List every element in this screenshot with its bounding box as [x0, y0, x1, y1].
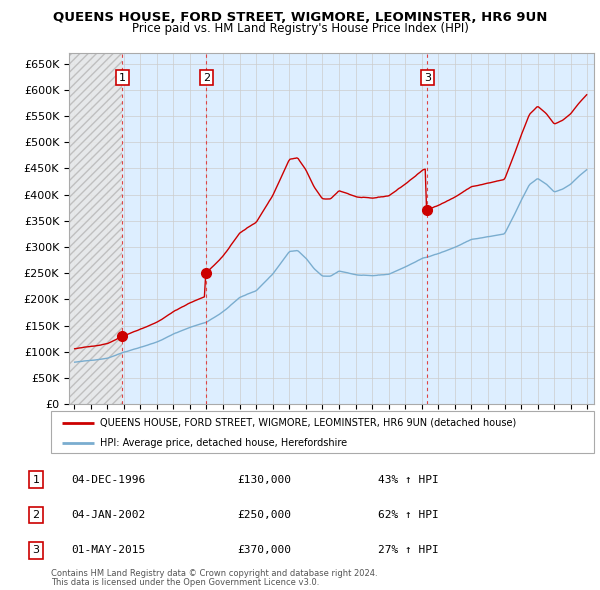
Text: £250,000: £250,000 [237, 510, 291, 520]
Text: 04-JAN-2002: 04-JAN-2002 [71, 510, 145, 520]
Text: QUEENS HOUSE, FORD STREET, WIGMORE, LEOMINSTER, HR6 9UN: QUEENS HOUSE, FORD STREET, WIGMORE, LEOM… [53, 11, 547, 24]
Text: This data is licensed under the Open Government Licence v3.0.: This data is licensed under the Open Gov… [51, 578, 319, 588]
Text: 1: 1 [32, 475, 40, 484]
Text: £130,000: £130,000 [237, 475, 291, 484]
Text: Price paid vs. HM Land Registry's House Price Index (HPI): Price paid vs. HM Land Registry's House … [131, 22, 469, 35]
FancyBboxPatch shape [51, 411, 594, 453]
Text: 04-DEC-1996: 04-DEC-1996 [71, 475, 145, 484]
Text: 2: 2 [32, 510, 40, 520]
Text: £370,000: £370,000 [237, 546, 291, 555]
Text: HPI: Average price, detached house, Herefordshire: HPI: Average price, detached house, Here… [100, 438, 347, 447]
Text: 1: 1 [119, 73, 126, 83]
Text: 27% ↑ HPI: 27% ↑ HPI [377, 546, 439, 555]
Text: 3: 3 [424, 73, 431, 83]
Text: 01-MAY-2015: 01-MAY-2015 [71, 546, 145, 555]
Text: 2: 2 [203, 73, 210, 83]
Text: 3: 3 [32, 546, 40, 555]
Text: 62% ↑ HPI: 62% ↑ HPI [377, 510, 439, 520]
Text: Contains HM Land Registry data © Crown copyright and database right 2024.: Contains HM Land Registry data © Crown c… [51, 569, 377, 578]
Text: QUEENS HOUSE, FORD STREET, WIGMORE, LEOMINSTER, HR6 9UN (detached house): QUEENS HOUSE, FORD STREET, WIGMORE, LEOM… [100, 418, 516, 428]
Text: 43% ↑ HPI: 43% ↑ HPI [377, 475, 439, 484]
